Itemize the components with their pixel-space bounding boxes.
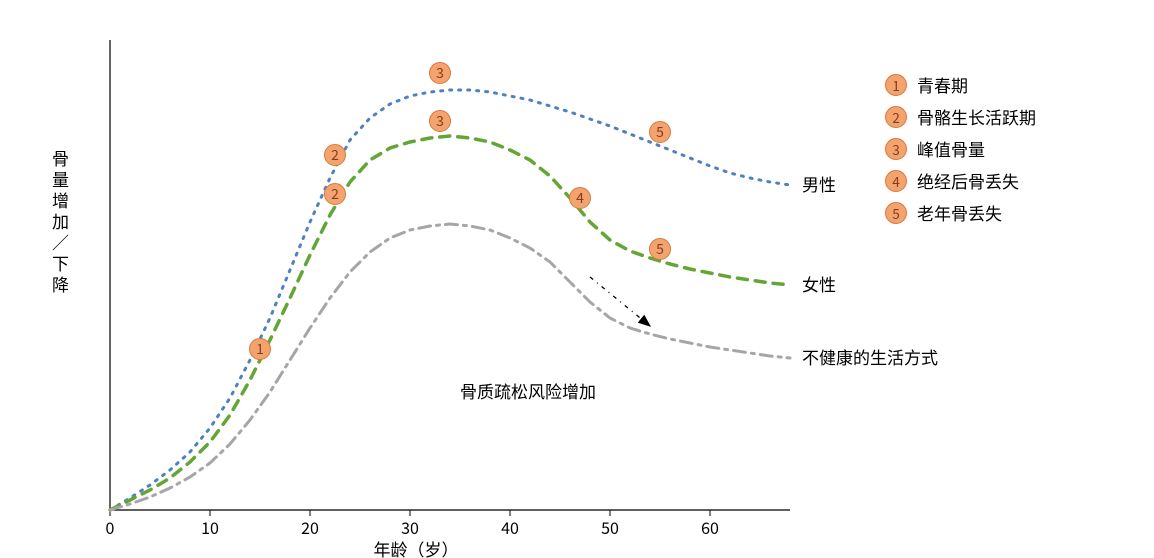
legend-label: 峰值骨量 — [917, 136, 985, 161]
x-tick-label: 20 — [301, 515, 319, 539]
stage-badge-5: 5 — [649, 238, 671, 260]
x-tick-label: 40 — [501, 515, 519, 539]
x-tick-label: 10 — [201, 515, 219, 539]
x-axis-label: 年龄（岁） — [374, 536, 459, 558]
y-axis-label: 骨量增加／下降 — [48, 150, 73, 297]
legend-item: 1 青春期 — [885, 72, 968, 97]
stage-badge-2: 2 — [324, 183, 346, 205]
x-tick-label: 50 — [601, 515, 619, 539]
series-label-unhealthy: 不健康的生活方式 — [802, 344, 938, 369]
legend-badge-1: 1 — [885, 74, 907, 96]
x-tick-label: 0 — [106, 515, 115, 539]
legend-label: 绝经后骨丢失 — [917, 168, 1019, 193]
series-label-male: 男性 — [802, 171, 836, 196]
legend-label: 骨骼生长活跃期 — [917, 104, 1036, 129]
legend-item: 3 峰值骨量 — [885, 136, 985, 161]
stage-badge-3: 3 — [429, 62, 451, 84]
legend-badge-3: 3 — [885, 138, 907, 160]
legend-label: 青春期 — [917, 72, 968, 97]
stage-badge-2: 2 — [324, 144, 346, 166]
legend-badge-4: 4 — [885, 170, 907, 192]
bone-mass-chart: 0102030405060年龄（岁）男性女性不健康的生活方式骨质疏松风险增加 — [0, 0, 1154, 558]
legend-badge-5: 5 — [885, 202, 907, 224]
legend-label: 老年骨丢失 — [917, 200, 1002, 225]
series-male — [110, 90, 790, 510]
stage-badge-5: 5 — [649, 121, 671, 143]
stage-badge-4: 4 — [569, 187, 591, 209]
stage-badge-3: 3 — [429, 110, 451, 132]
legend-item: 2 骨骼生长活跃期 — [885, 104, 1036, 129]
legend-item: 4 绝经后骨丢失 — [885, 168, 1019, 193]
legend-badge-2: 2 — [885, 106, 907, 128]
stage-badge-1: 1 — [249, 338, 271, 360]
series-label-female: 女性 — [802, 271, 836, 296]
legend-item: 5 老年骨丢失 — [885, 200, 1002, 225]
series-female — [110, 136, 790, 510]
annotation-risk-text: 骨质疏松风险增加 — [460, 378, 596, 403]
x-tick-label: 60 — [701, 515, 719, 539]
